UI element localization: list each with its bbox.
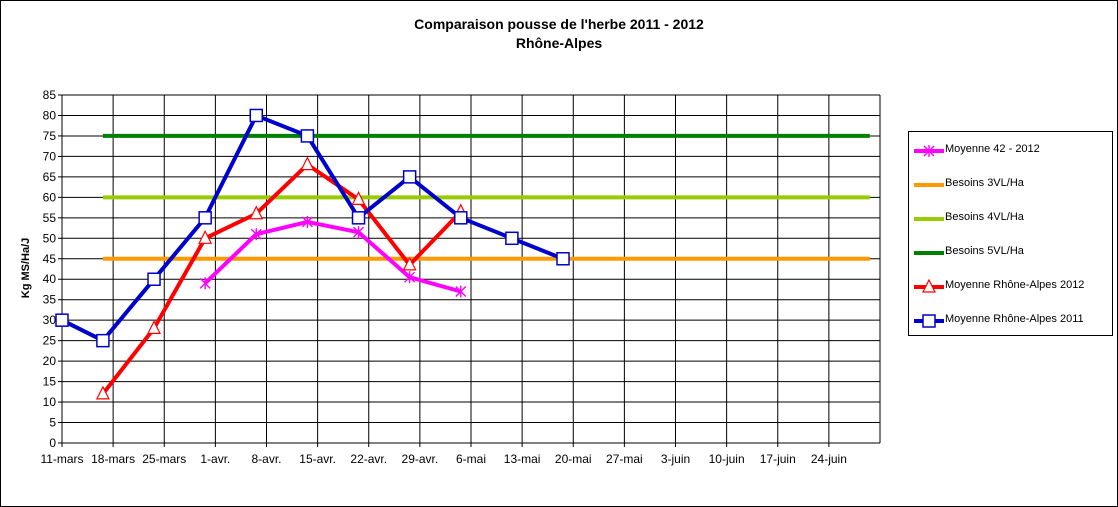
x-tick-label: 3-juin <box>661 452 690 466</box>
data-point-triangle <box>300 156 315 171</box>
x-tick-label: 13-mai <box>504 452 541 466</box>
y-tick-label: 0 <box>49 436 56 450</box>
x-tick-label: 27-mai <box>606 452 643 466</box>
x-tick-label: 22-avr. <box>350 452 387 466</box>
y-tick-label: 70 <box>43 149 57 163</box>
data-point-triangle <box>249 205 264 220</box>
legend-label: Moyenne Rhône-Alpes 2012 <box>945 279 1085 291</box>
x-tick-label: 11-mars <box>40 452 83 466</box>
y-tick-label: 65 <box>43 170 57 184</box>
y-tick-label: 40 <box>43 272 57 286</box>
data-point-triangle <box>198 229 213 244</box>
x-tick-label: 29-avr. <box>402 452 439 466</box>
y-tick-label: 60 <box>43 190 57 204</box>
data-point-square <box>55 313 69 327</box>
y-tick-label: 50 <box>43 231 57 245</box>
data-point-square <box>198 211 212 225</box>
legend-label: Besoins 5VL/Ha <box>945 245 1024 257</box>
x-tick-label: 25-mars <box>142 452 186 466</box>
y-tick-label: 30 <box>43 313 57 327</box>
data-point-triangle <box>95 385 110 400</box>
data-point-square <box>96 333 110 348</box>
data-point-square <box>454 211 468 225</box>
legend-swatch <box>914 217 944 221</box>
legend-item: Besoins 3VL/Ha <box>909 175 1112 195</box>
legend-label: Moyenne Rhône-Alpes 2011 <box>945 313 1084 325</box>
legend-swatch <box>914 278 944 293</box>
legend-label: Besoins 4VL/Ha <box>945 211 1024 223</box>
y-tick-label: 75 <box>43 129 57 143</box>
x-tick-label: 10-juin <box>709 452 745 466</box>
legend-label: Moyenne 42 - 2012 <box>945 143 1040 155</box>
y-tick-label: 25 <box>43 334 57 348</box>
data-point-square <box>402 170 417 184</box>
legend-item: Besoins 4VL/Ha <box>909 209 1112 229</box>
y-tick-label: 10 <box>43 395 57 409</box>
data-point-square <box>351 211 366 225</box>
data-point-asterisk <box>455 285 467 298</box>
legend-swatch <box>914 314 944 328</box>
chart-subtitle: Rhône-Alpes <box>515 35 603 51</box>
legend-label: Besoins 3VL/Ha <box>945 177 1024 189</box>
legend-swatch <box>914 183 944 187</box>
legend-item: Moyenne Rhône-Alpes 2011 <box>909 311 1112 331</box>
data-point-asterisk <box>404 271 416 284</box>
legend-item: Moyenne 42 - 2012 <box>909 141 1112 161</box>
x-tick-label: 18-mars <box>91 452 135 466</box>
data-point-square <box>249 108 264 123</box>
series-line-0 <box>203 219 462 294</box>
data-point-square <box>147 272 161 286</box>
data-point-asterisk <box>199 277 211 290</box>
data-point-square <box>300 129 315 143</box>
data-point-asterisk <box>250 228 262 241</box>
data-point-square <box>505 231 519 246</box>
data-point-square <box>556 252 570 266</box>
data-point-triangle <box>351 191 366 205</box>
x-tick-label: 6-mai <box>456 452 486 466</box>
y-tick-label: 15 <box>43 375 57 389</box>
x-tick-label: 24-juin <box>811 452 847 466</box>
chart-title: Comparaison pousse de l'herbe 2011 - 201… <box>414 16 704 32</box>
x-tick-label: 1-avr. <box>200 452 230 466</box>
y-tick-label: 45 <box>43 252 57 266</box>
y-tick-label: 20 <box>43 354 57 368</box>
y-tick-label: 85 <box>43 88 57 102</box>
legend-swatch <box>914 145 944 157</box>
x-tick-label: 8-avr. <box>251 452 281 466</box>
series-line-4 <box>101 162 463 396</box>
y-tick-label: 80 <box>43 108 57 122</box>
y-axis-label: Kg MS/Ha/J <box>20 238 32 299</box>
legend: Moyenne 42 - 2012 Besoins 3VL/Ha Besoins 4… <box>908 131 1113 336</box>
y-tick-label: 35 <box>43 293 57 307</box>
x-tick-label: 15-avr. <box>299 452 336 466</box>
series-line-5 <box>61 112 564 344</box>
legend-swatch <box>914 251 944 255</box>
y-tick-label: 55 <box>43 211 57 225</box>
data-point-asterisk <box>301 215 313 228</box>
data-point-triangle <box>402 256 417 271</box>
y-tick-label: 5 <box>49 416 56 430</box>
x-tick-label: 20-mai <box>555 452 592 466</box>
legend-item: Moyenne Rhône-Alpes 2012 <box>909 277 1112 297</box>
data-point-triangle <box>147 320 161 334</box>
x-tick-label: 17-juin <box>760 452 796 466</box>
legend-item: Besoins 5VL/Ha <box>909 243 1112 263</box>
data-point-asterisk <box>353 226 365 239</box>
